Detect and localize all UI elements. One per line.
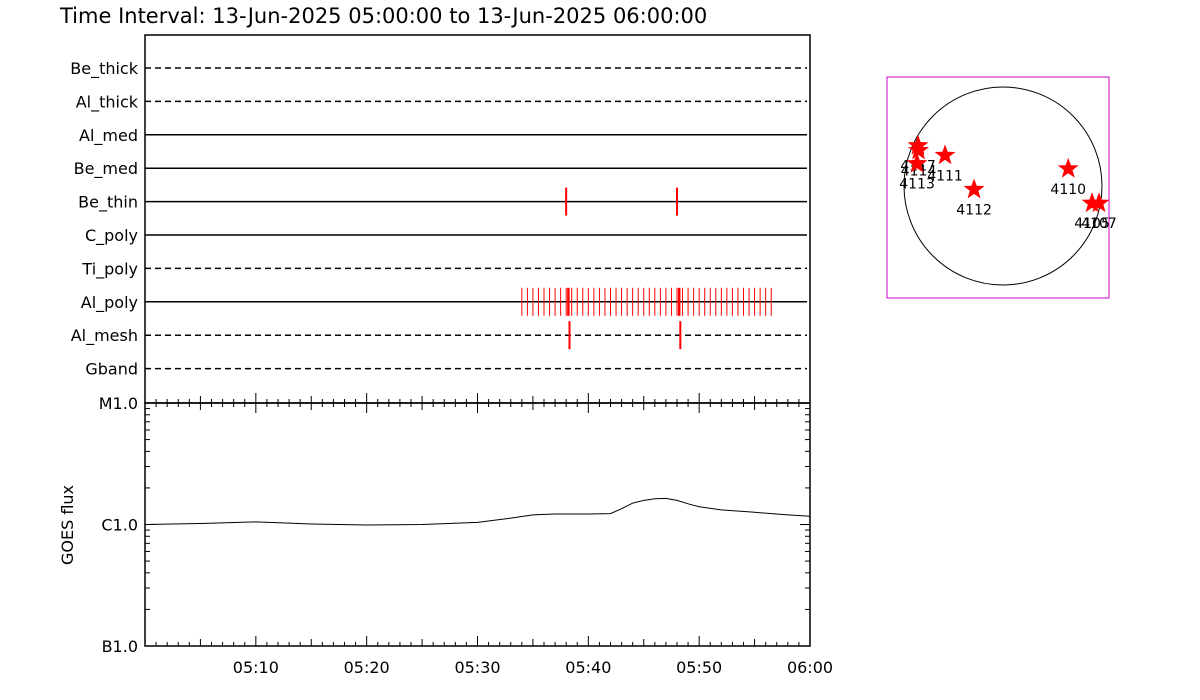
solar-map: 41174114411341114112411041054107 [886, 76, 1117, 299]
channel-label-al-thick: Al_thick [76, 92, 139, 112]
channel-label-al-med: Al_med [79, 126, 138, 146]
region-label-4107: 4107 [1081, 216, 1117, 232]
goes-ylabel: GOES flux [58, 485, 77, 565]
region-label-4113: 4113 [899, 177, 935, 193]
channel-label-ti-poly: Ti_poly [81, 259, 138, 279]
x-tick-label: 05:10 [233, 658, 279, 677]
x-tick-label: 05:20 [344, 658, 390, 677]
x-tick-label: 05:40 [565, 658, 611, 677]
channel-label-al-poly: Al_poly [81, 293, 138, 313]
region-label-4114: 4114 [901, 164, 937, 180]
region-star-4110 [1057, 157, 1079, 178]
timeline-frame [144, 34, 811, 404]
y-tick-label: M1.0 [99, 394, 138, 413]
x-tick-label: 06:00 [787, 658, 833, 677]
region-label-4111: 4111 [927, 168, 963, 184]
channel-label-be-thick: Be_thick [70, 59, 138, 79]
goes-flux-line [144, 497, 811, 526]
channel-label-be-thin: Be_thin [78, 193, 138, 213]
y-tick-label: C1.0 [101, 516, 138, 535]
solar-map-frame [886, 76, 1110, 299]
region-label-4112: 4112 [956, 202, 992, 218]
x-tick-label: 05:30 [454, 658, 500, 677]
timeline-panel: Be_thick Al_thick Al_med Be_med Be_thin C_pol… [70, 34, 811, 404]
region-label-4110: 4110 [1050, 182, 1086, 198]
channel-label-c-poly: C_poly [85, 226, 138, 246]
region-star-4113 [906, 152, 928, 173]
goes-frame [144, 402, 811, 647]
region-star-4111 [934, 144, 956, 165]
chart-title: Time Interval: 13-Jun-2025 05:00:00 to 1… [59, 4, 707, 28]
region-label-4105: 4105 [1074, 216, 1110, 232]
channel-label-al-mesh: Al_mesh [71, 326, 138, 346]
region-star-4107 [1088, 192, 1110, 213]
solar-disk [903, 86, 1103, 286]
y-tick-label: B1.0 [102, 637, 138, 656]
goes-panel: 05:10 05:20 05:30 05:40 05:50 06:00 B1.0 C1.0 M1… [58, 393, 833, 677]
channel-label-be-med: Be_med [74, 159, 138, 179]
region-star-4112 [963, 178, 985, 199]
region-star-4114 [908, 139, 929, 160]
x-tick-label: 05:50 [676, 658, 722, 677]
channel-label-gband: Gband [85, 360, 138, 379]
